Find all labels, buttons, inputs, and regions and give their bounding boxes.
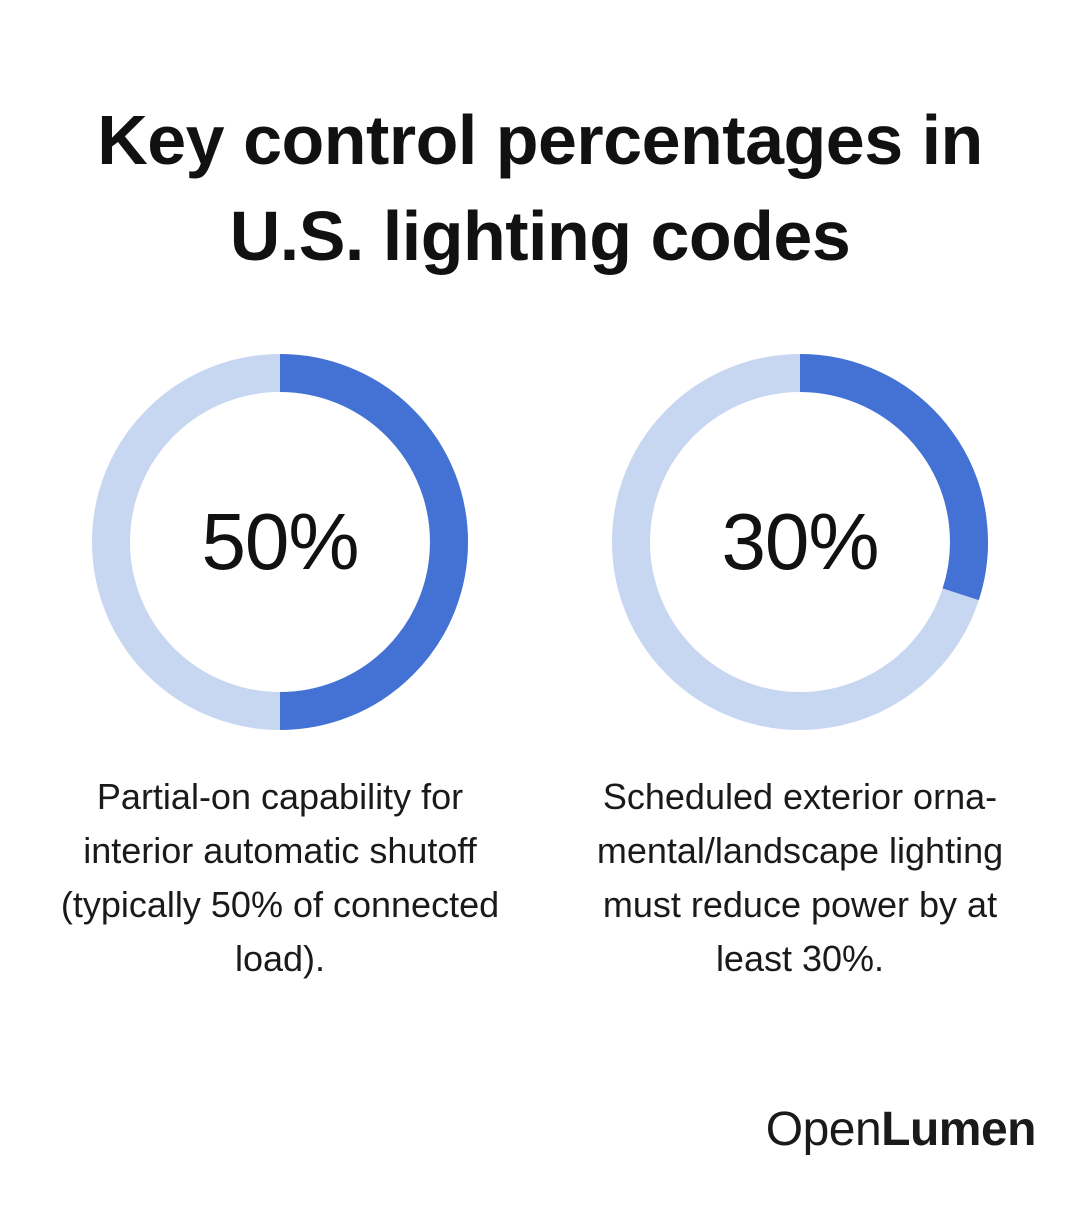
logo-text-open: Open [765, 1103, 882, 1156]
stat-card-2: 30% Scheduled exterior orna-mental/lands… [550, 352, 1050, 986]
logo-text-lumen: Lumen [881, 1103, 1036, 1156]
donut-chart-2: 30% [610, 352, 990, 732]
openlumen-logo: OpenLumen [765, 1102, 1037, 1157]
donut-value-label-2: 30% [721, 497, 879, 586]
page-title: Key control percentages in U.S. lighting… [97, 101, 983, 275]
stat-caption-2: Scheduled exterior orna-mental/landscape… [596, 776, 1004, 979]
donut-value-label-1: 50% [201, 497, 359, 586]
donut-chart-1: 50% [90, 352, 470, 732]
donut-svg-2 [612, 354, 988, 730]
stat-caption-1: Partial-on capability for interior autom… [60, 776, 500, 979]
donut-value-arc-2 [799, 354, 988, 601]
donut-value-arc-1 [279, 354, 468, 730]
donut-svg-1 [92, 354, 468, 730]
stat-card-1: 50% Partial-on capability for interior a… [30, 352, 530, 986]
